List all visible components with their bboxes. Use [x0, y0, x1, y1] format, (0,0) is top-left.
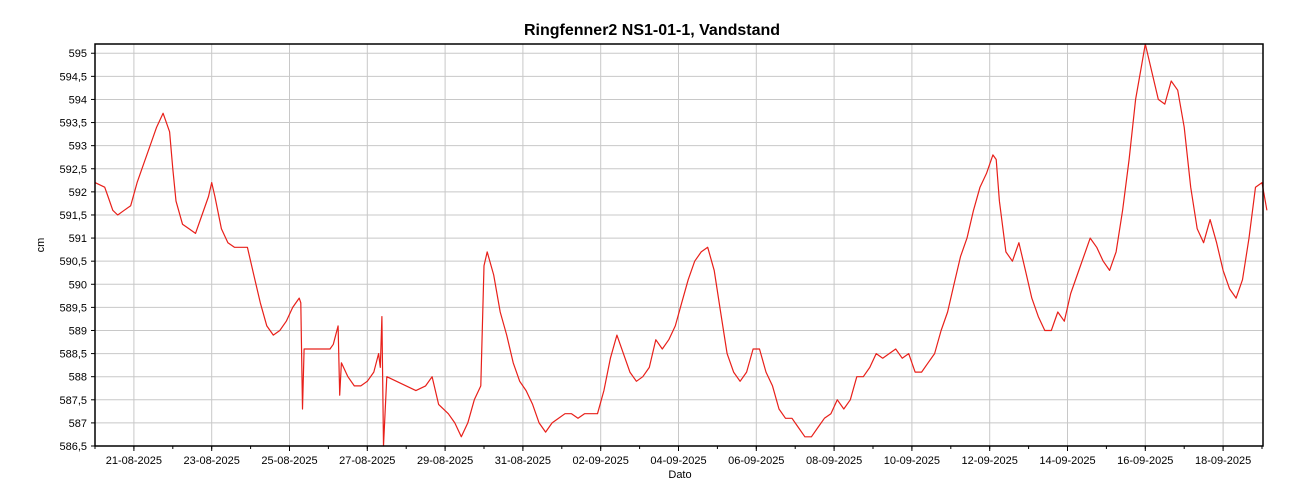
x-tick-label: 04-09-2025 [650, 455, 706, 467]
x-tick-label: 29-08-2025 [417, 455, 473, 467]
y-tick-label: 589 [69, 325, 87, 337]
y-tick-label: 594,5 [59, 71, 87, 83]
x-axis-ticks: 21-08-2025 23-08-2025 25-08-2025 27-08-2025… [94, 446, 1263, 467]
chart-title: Ringfenner2 NS1-01-1, Vandstand [524, 22, 780, 39]
grid [95, 44, 1263, 447]
y-tick-label: 586,5 [59, 441, 87, 453]
y-tick-label: 593 [69, 141, 87, 153]
x-tick-label: 23-08-2025 [184, 455, 240, 467]
y-tick-label: 589,5 [59, 302, 87, 314]
y-tick-label: 595 [69, 48, 87, 60]
y-tick-label: 588 [69, 372, 87, 384]
y-tick-label: 588,5 [59, 349, 87, 361]
x-tick-label: 08-09-2025 [806, 455, 862, 467]
y-axis-ticks: 586,5 587 587,5 588 588,5 589 589,5 590 590,5 591… [59, 48, 95, 453]
series-layer [94, 43, 1268, 447]
x-tick-label: 21-08-2025 [106, 455, 162, 467]
x-tick-label: 27-08-2025 [339, 455, 395, 467]
y-tick-label: 590,5 [59, 256, 87, 268]
x-tick-label: 02-09-2025 [573, 455, 629, 467]
x-tick-label: 12-09-2025 [962, 455, 1018, 467]
x-tick-label: 25-08-2025 [261, 455, 317, 467]
y-tick-label: 587 [69, 418, 87, 430]
y-tick-label: 593,5 [59, 118, 87, 130]
y-tick-label: 591 [69, 233, 87, 245]
y-tick-label: 591,5 [59, 210, 87, 222]
x-tick-label: 18-09-2025 [1195, 455, 1251, 467]
x-axis-label: Dato [668, 469, 691, 481]
x-tick-label: 14-09-2025 [1039, 455, 1095, 467]
y-axis-label: cm [35, 238, 47, 253]
y-tick-label: 587,5 [59, 395, 87, 407]
x-tick-label: 31-08-2025 [495, 455, 551, 467]
y-tick-label: 592,5 [59, 164, 87, 176]
x-tick-label: 10-09-2025 [884, 455, 940, 467]
y-tick-label: 590 [69, 279, 87, 291]
series-line [94, 43, 1268, 447]
x-tick-label: 16-09-2025 [1117, 455, 1173, 467]
y-tick-label: 592 [69, 187, 87, 199]
y-tick-label: 594 [69, 94, 87, 106]
x-tick-label: 06-09-2025 [728, 455, 784, 467]
